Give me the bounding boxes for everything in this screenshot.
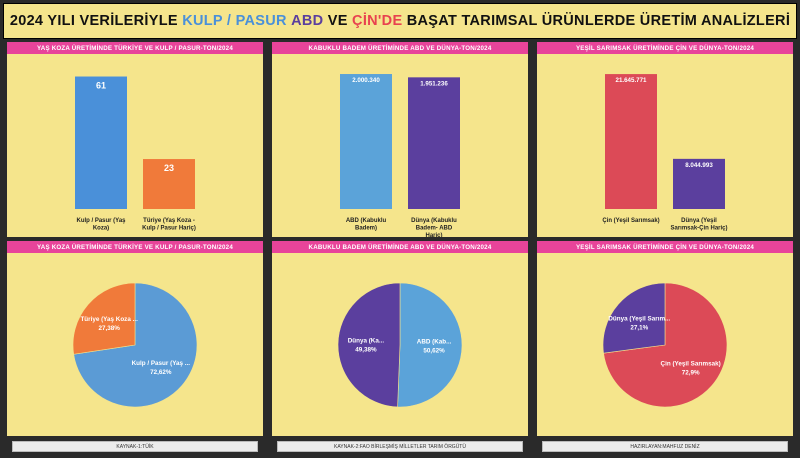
bar-value-label: 1.951.236	[420, 80, 448, 87]
title-part: BAŞAT TARIMSAL ÜRÜNLERDE ÜRETİM ANALİZLE…	[402, 13, 791, 29]
panel-title: YEŞİL SARIMSAK ÜRETİMİNDE ÇİN VE DÜNYA-T…	[537, 241, 793, 253]
slice-percent-label: 27,38%	[98, 325, 120, 332]
title-part: ABD	[291, 13, 324, 29]
bar-value-label: 2.000.340	[352, 77, 380, 84]
bar-chart-badem: 2.000.340 ABD (Kabuklu Badem) 1.951.236 Düny…	[340, 74, 460, 237]
category-label: Sarımsak-Çin Hariç)	[670, 226, 727, 232]
bar-chart-sarimsak: 21.645.771 Çin (Yeşil Sarımsak) 8.044.993 D…	[602, 74, 728, 232]
pie-panel-sarimsak: YEŞİL SARIMSAK ÜRETİMİNDE ÇİN VE DÜNYA-T…	[537, 241, 793, 436]
pie-slice	[337, 282, 401, 408]
category-label: Kulp / Pasur Hariç)	[142, 226, 196, 232]
bar-value-label: 23	[164, 163, 174, 173]
slice-percent-label: 27,1%	[630, 325, 648, 332]
pie-panel-kulp-pasur: YAŞ KOZA ÜRETİMİNDE TÜRKİYE VE KULP / PA…	[7, 241, 263, 436]
title-part: VE	[323, 13, 353, 29]
category-label: Çin (Yeşil Sarımsak)	[602, 218, 659, 224]
pie-slice	[397, 282, 463, 408]
panel-title: YEŞİL SARIMSAK ÜRETİMİNDE ÇİN VE DÜNYA-T…	[537, 42, 793, 54]
panel-title: YAŞ KOZA ÜRETİMİNDE TÜRKİYE VE KULP / PA…	[7, 42, 263, 54]
title-part: ÇİN'DE	[352, 13, 403, 29]
slice-percent-label: 49,38%	[355, 346, 377, 353]
slice-percent-label: 50,62%	[423, 348, 445, 355]
slice-percent-label: 72,9%	[682, 369, 700, 376]
pie-slice	[73, 282, 198, 408]
bar	[143, 159, 195, 209]
category-label: Badem- ABD	[416, 226, 453, 232]
slice-label: Dünya (Ka...	[348, 337, 385, 344]
source-footer-1: KAYNAK-1:TÜİK	[12, 441, 258, 452]
category-label: Türiye (Yaş Koza -	[143, 218, 195, 224]
panel-title: YAŞ KOZA ÜRETİMİNDE TÜRKİYE VE KULP / PA…	[7, 241, 263, 253]
bar-value-label: 61	[96, 81, 106, 91]
bar-panel-kulp-pasur: YAŞ KOZA ÜRETİMİNDE TÜRKİYE VE KULP / PA…	[7, 42, 263, 237]
bar	[340, 74, 392, 209]
slice-label: Dünya (Yeşil Sarım...	[608, 316, 670, 323]
panel-title: KABUKLU BADEM ÜRETİMİNDE ABD VE DÜNYA-TO…	[272, 241, 528, 253]
bar	[605, 74, 657, 209]
page-title: 2024 YILI VERİLERİYLE KULP / PASUR ABD V…	[3, 3, 797, 39]
slice-label: Çin (Yeşil Sarımsak)	[661, 360, 721, 367]
category-label: ABD (Kabuklu	[346, 218, 387, 224]
category-label: Badem)	[355, 226, 377, 232]
title-part: 2024 YILI VERİLERİYLE	[9, 13, 183, 29]
title-part: KULP / PASUR	[182, 13, 287, 29]
pie-slice	[602, 282, 666, 354]
pie-panel-badem: KABUKLU BADEM ÜRETİMİNDE ABD VE DÜNYA-TO…	[272, 241, 528, 436]
bar-panel-badem: KABUKLU BADEM ÜRETİMİNDE ABD VE DÜNYA-TO…	[272, 42, 528, 237]
bar-panel-sarimsak: YEŞİL SARIMSAK ÜRETİMİNDE ÇİN VE DÜNYA-T…	[537, 42, 793, 237]
category-label: Kulp / Pasur (Yaş	[76, 218, 126, 224]
bar-chart-kulp-pasur: 61 Kulp / Pasur (Yaş Koza) 23 Türiye (Yaş Ko…	[75, 76, 196, 232]
pie-chart-sarimsak: Çin (Yeşil Sarımsak) 72,9% Dünya (Yeşil Sa…	[602, 282, 728, 408]
bar-value-label: 8.044.993	[685, 162, 713, 169]
slice-label: Kulp / Pasur (Yaş ...	[132, 360, 191, 367]
slice-percent-label: 72,62%	[150, 369, 172, 376]
bar	[408, 77, 460, 209]
panel-title: KABUKLU BADEM ÜRETİMİNDE ABD VE DÜNYA-TO…	[272, 42, 528, 54]
pie-chart-badem: ABD (Kab... 50,62% Dünya (Ka... 49,38%	[337, 282, 463, 408]
slice-label: Türiye (Yaş Koza ...	[80, 316, 138, 323]
bar	[673, 158, 725, 209]
category-label: Dünya (Kabuklu	[411, 218, 457, 224]
source-footer-2: KAYNAK-2:FAO BİRLEŞMİŞ MİLLETLER TARIM Ö…	[277, 441, 523, 452]
author-footer: HAZIRLAYAN:MAHFUZ DENİZ	[542, 441, 788, 452]
bar-value-label: 21.645.771	[616, 77, 648, 84]
category-label: Hariç)	[425, 233, 442, 237]
category-label: Dünya (Yeşil	[681, 218, 717, 224]
slice-label: ABD (Kab...	[417, 339, 452, 346]
category-label: Koza)	[93, 226, 109, 232]
pie-slice	[72, 282, 136, 355]
pie-chart-kulp-pasur: Kulp / Pasur (Yaş ... 72,62% Türiye (Yaş K…	[72, 282, 198, 408]
bar	[75, 76, 127, 209]
